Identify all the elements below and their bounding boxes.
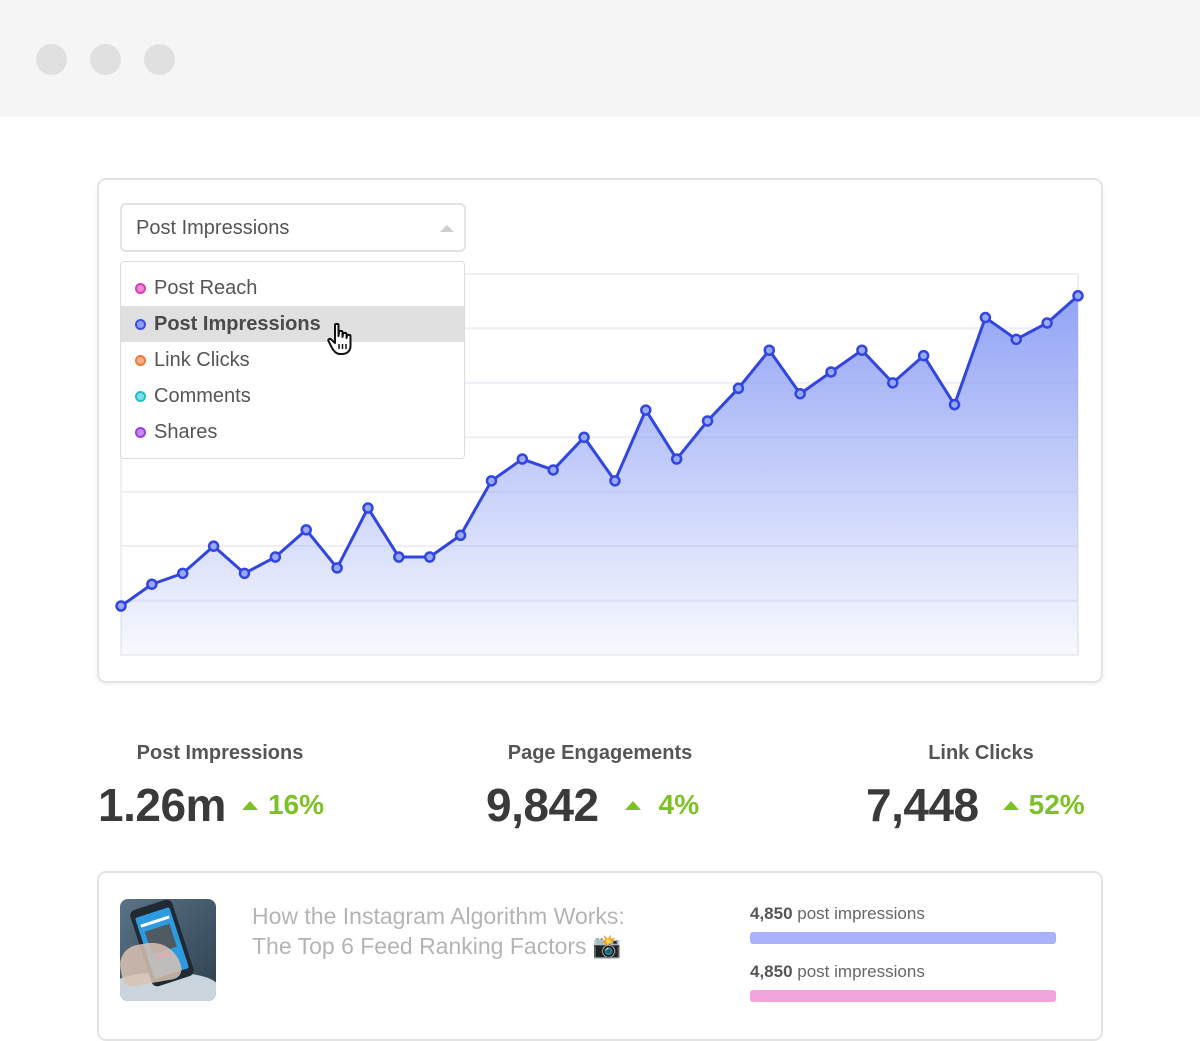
dropdown-item-post-impressions[interactable]: Post Impressions — [121, 306, 464, 342]
metric-select-value: Post Impressions — [136, 217, 290, 239]
post-impressions-dot-icon — [135, 318, 146, 330]
chart-data-point[interactable] — [1072, 290, 1084, 302]
stat-value: 9,842 — [486, 779, 599, 831]
post-reach-dot-icon — [135, 282, 146, 294]
stat-post-impressions: 1.26m 16% — [98, 778, 324, 832]
metric-text: 4,850 post impressions — [750, 904, 1056, 924]
dropdown-item-label: Link Clicks — [154, 348, 250, 371]
chart-data-point[interactable] — [207, 540, 220, 552]
stat-change: 4% — [624, 789, 700, 821]
chart-data-point[interactable] — [331, 562, 343, 574]
stat-change-value: 16% — [267, 789, 324, 820]
chart-data-point[interactable] — [609, 475, 621, 487]
window-maximize-button[interactable] — [144, 44, 175, 75]
chart-data-point[interactable] — [115, 600, 127, 612]
shares-dot-icon — [135, 426, 146, 438]
post-title[interactable]: How the Instagram Algorithm Works: The T… — [252, 901, 692, 961]
metric-count: 4,850 — [750, 904, 793, 923]
chart-data-point[interactable] — [670, 453, 683, 465]
chart-data-point[interactable] — [146, 578, 158, 590]
chart-data-point[interactable] — [516, 453, 529, 465]
stat-value: 7,448 — [866, 779, 979, 831]
chart-data-point[interactable] — [640, 404, 652, 416]
metric-label: post impressions — [792, 962, 925, 981]
post-card[interactable] — [97, 871, 1103, 1041]
metric-text: 4,850 post impressions — [750, 962, 1056, 982]
chart-data-point[interactable] — [948, 398, 961, 411]
chart-data-point[interactable] — [825, 366, 837, 378]
post-title-line1: How the Instagram Algorithm Works: — [252, 903, 625, 929]
chart-data-point[interactable] — [300, 524, 312, 536]
chart-data-point[interactable] — [732, 382, 745, 395]
chart-data-point[interactable] — [578, 431, 590, 444]
stat-change-value: 52% — [1028, 789, 1085, 820]
hand-pointer-cursor-icon — [327, 322, 352, 355]
chart-data-point[interactable] — [701, 415, 714, 427]
dropdown-item-shares[interactable]: Shares — [121, 414, 464, 450]
chart-data-point[interactable] — [393, 551, 405, 563]
metric-bar-blue — [750, 932, 1056, 944]
post-metric-1: 4,850 post impressions — [750, 904, 1056, 944]
chart-data-point[interactable] — [423, 551, 436, 563]
comments-dot-icon — [135, 390, 146, 402]
window-minimize-button[interactable] — [90, 44, 121, 75]
stat-value: 1.26m — [98, 779, 226, 831]
arrow-up-icon — [624, 800, 641, 810]
chart-data-point[interactable] — [794, 387, 806, 400]
stat-label: Link Clicks — [928, 742, 1034, 764]
stat-change-value: 4% — [658, 789, 700, 820]
caret-up-icon — [440, 225, 454, 232]
dropdown-item-label: Comments — [154, 384, 251, 407]
chart-data-point[interactable] — [1010, 333, 1023, 346]
metric-select[interactable]: Post Impressions — [120, 203, 466, 252]
window-close-button[interactable] — [36, 44, 67, 75]
stat-link-clicks: 7,448 52% — [866, 778, 1085, 832]
post-metric-2: 4,850 post impressions — [750, 962, 1056, 1002]
area-chart — [115, 273, 1084, 656]
post-thumbnail[interactable] — [120, 899, 216, 1001]
stat-label: Page Engagements — [507, 742, 693, 764]
chart-data-point[interactable] — [238, 567, 251, 580]
window-titlebar — [0, 0, 1200, 117]
stat-change: 52% — [1002, 789, 1085, 821]
chart-data-point[interactable] — [362, 502, 374, 514]
chart-data-point[interactable] — [269, 551, 282, 563]
chart-data-point[interactable] — [917, 349, 930, 362]
dropdown-item-label: Shares — [154, 420, 218, 443]
chart-data-point[interactable] — [887, 377, 899, 389]
link-clicks-dot-icon — [135, 354, 146, 366]
chart-data-point[interactable] — [979, 311, 992, 324]
stat-change: 16% — [241, 789, 324, 821]
chart-points — [115, 290, 1084, 612]
chart-data-point[interactable] — [1041, 317, 1053, 329]
stat-page-engagements-label-wrap: Page Engagements — [500, 742, 700, 765]
chart-data-point[interactable] — [485, 475, 498, 487]
stat-label: Post Impressions — [136, 742, 304, 764]
dropdown-item-link-clicks[interactable]: Link Clicks — [121, 342, 464, 378]
dropdown-item-post-reach[interactable]: Post Reach — [121, 270, 464, 306]
chart-data-point[interactable] — [763, 344, 776, 356]
arrow-up-icon — [1002, 800, 1019, 810]
metric-bar-pink — [750, 990, 1056, 1002]
chart-area-fill — [121, 295, 1078, 655]
post-title-line2: The Top 6 Feed Ranking Factors 📸 — [252, 933, 622, 959]
chart-line — [120, 294, 1079, 608]
chart-data-point[interactable] — [856, 344, 868, 356]
chart-data-point[interactable] — [454, 529, 467, 542]
dropdown-item-label: Post Reach — [154, 276, 258, 299]
stat-link-clicks-label-wrap: Link Clicks — [881, 742, 1081, 765]
dropdown-item-label: Post Impressions — [154, 312, 321, 335]
metric-dropdown-menu: Post Reach Post Impressions Link Clicks … — [120, 261, 465, 459]
dropdown-item-comments[interactable]: Comments — [121, 378, 464, 414]
arrow-up-icon — [241, 800, 258, 810]
stat-page-engagements: 9,842 4% — [486, 778, 699, 832]
stat-post-impressions-label-wrap: Post Impressions — [120, 742, 320, 765]
chart-data-point[interactable] — [176, 567, 189, 580]
metric-label: post impressions — [792, 904, 925, 923]
metric-count: 4,850 — [750, 962, 793, 981]
chart-data-point[interactable] — [547, 464, 559, 476]
